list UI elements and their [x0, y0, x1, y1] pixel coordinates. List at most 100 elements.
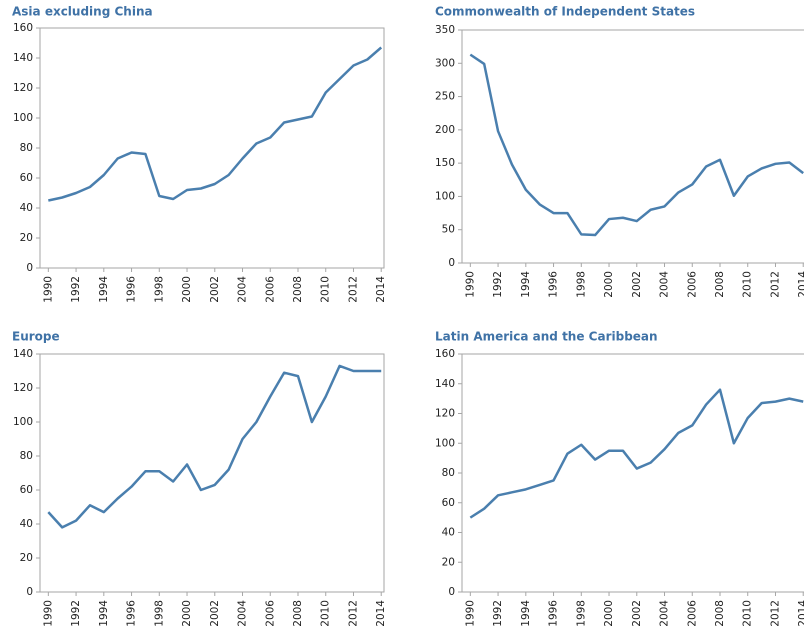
data-line: [48, 46, 383, 202]
x-tick-label: 2002: [631, 271, 643, 298]
x-tick-label: 2004: [659, 271, 671, 298]
y-tick-label: 160: [13, 22, 33, 34]
x-tick-label: 2012: [769, 271, 781, 298]
x-tick-label: 1990: [42, 276, 54, 303]
y-tick-label: 50: [442, 224, 455, 236]
plot-frame: [461, 29, 804, 264]
x-tick-label: 2002: [631, 600, 643, 627]
x-tick-label: 1998: [153, 276, 165, 303]
x-tick-label: 2010: [320, 600, 332, 627]
x-tick-label: 2008: [292, 600, 304, 627]
x-tick-label: 2004: [659, 600, 671, 627]
panel: Asia excluding China 0 20 40 60 80 100 120 140 16…: [12, 5, 387, 303]
y-tick-label: 40: [442, 527, 455, 539]
y-tick-label: 120: [435, 408, 455, 420]
x-tick-label: 1990: [464, 271, 476, 298]
y-tick-label: 350: [435, 24, 455, 36]
y-tick-label: 80: [20, 450, 33, 462]
x-tick-label: 1992: [492, 600, 504, 627]
y-tick-label: 250: [435, 91, 455, 103]
data-line: [469, 388, 804, 519]
x-tick-label: 1996: [548, 271, 560, 298]
x-tick-label: 2000: [181, 600, 193, 627]
x-tick-label: 1996: [126, 276, 138, 303]
x-tick-label: 2008: [714, 600, 726, 627]
y-tick-label: 40: [20, 518, 33, 530]
panel-title: Europe: [12, 330, 60, 344]
y-tick-label: 0: [448, 586, 455, 598]
y-tick-label: 100: [13, 112, 33, 124]
x-tick-label: 1990: [464, 600, 476, 627]
y-tick-label: 40: [20, 202, 33, 214]
panel: Latin America and the Caribbean 0 20 40 60 80…: [435, 330, 804, 627]
x-tick-label: 1992: [70, 276, 82, 303]
x-tick-label: 1992: [70, 600, 82, 627]
y-tick-label: 80: [20, 142, 33, 154]
panel-title: Latin America and the Caribbean: [435, 330, 658, 344]
y-tick-label: 100: [13, 416, 33, 428]
y-tick-label: 20: [442, 556, 455, 568]
x-tick-label: 1998: [575, 600, 587, 627]
y-tick-label: 150: [435, 157, 455, 169]
y-tick-label: 20: [20, 552, 33, 564]
y-tick-label: 100: [435, 437, 455, 449]
x-tick-label: 2014: [375, 600, 387, 627]
x-tick-label: 2012: [347, 276, 359, 303]
x-tick-label: 1992: [492, 271, 504, 298]
x-tick-label: 2004: [237, 276, 249, 303]
x-tick-label: 2002: [209, 276, 221, 303]
x-tick-label: 1996: [126, 600, 138, 627]
y-tick-label: 140: [435, 378, 455, 390]
plot-frame: [39, 353, 385, 593]
y-tick-label: 60: [442, 497, 455, 509]
x-tick-label: 2006: [264, 600, 276, 627]
x-tick-label: 1996: [548, 600, 560, 627]
y-tick-label: 200: [435, 124, 455, 136]
x-tick-label: 2014: [797, 600, 804, 627]
panel-title: Asia excluding China: [12, 5, 153, 19]
x-tick-label: 2006: [686, 600, 698, 627]
x-tick-label: 2010: [320, 276, 332, 303]
x-tick-label: 2014: [797, 271, 804, 298]
y-tick-label: 140: [13, 348, 33, 360]
y-tick-label: 80: [442, 467, 455, 479]
x-tick-label: 1994: [98, 276, 110, 303]
x-tick-label: 2002: [209, 600, 221, 627]
y-tick-label: 0: [448, 257, 455, 269]
x-tick-label: 2008: [714, 271, 726, 298]
x-tick-label: 2012: [347, 600, 359, 627]
x-tick-label: 2006: [264, 276, 276, 303]
x-tick-label: 2006: [686, 271, 698, 298]
y-tick-label: 100: [435, 190, 455, 202]
x-tick-label: 1998: [575, 271, 587, 298]
panel: Europe 0 20 40 60 80 100 120 140 1990 1992 1994 1996…: [12, 330, 387, 627]
y-tick-label: 0: [26, 586, 33, 598]
x-tick-label: 2000: [181, 276, 193, 303]
y-tick-label: 60: [20, 484, 33, 496]
y-tick-label: 160: [435, 348, 455, 360]
panel: Commonwealth of Independent States 0 50 100…: [435, 5, 804, 298]
y-tick-label: 0: [26, 262, 33, 274]
y-tick-label: 20: [20, 232, 33, 244]
x-tick-label: 1994: [520, 271, 532, 298]
y-tick-label: 140: [13, 52, 33, 64]
plot-frame: [39, 27, 385, 269]
x-tick-label: 2000: [603, 271, 615, 298]
y-tick-label: 300: [435, 57, 455, 69]
x-tick-label: 2000: [603, 600, 615, 627]
x-tick-label: 1994: [520, 600, 532, 627]
y-tick-label: 120: [13, 382, 33, 394]
x-tick-label: 2012: [769, 600, 781, 627]
panel-title: Commonwealth of Independent States: [435, 5, 695, 19]
plot-frame: [461, 353, 804, 593]
data-line: [469, 53, 804, 237]
y-tick-label: 60: [20, 172, 33, 184]
x-tick-label: 2010: [742, 600, 754, 627]
data-line: [47, 364, 382, 529]
x-tick-label: 1998: [153, 600, 165, 627]
y-tick-label: 120: [13, 82, 33, 94]
x-tick-label: 2004: [237, 600, 249, 627]
x-tick-label: 2014: [375, 276, 387, 303]
